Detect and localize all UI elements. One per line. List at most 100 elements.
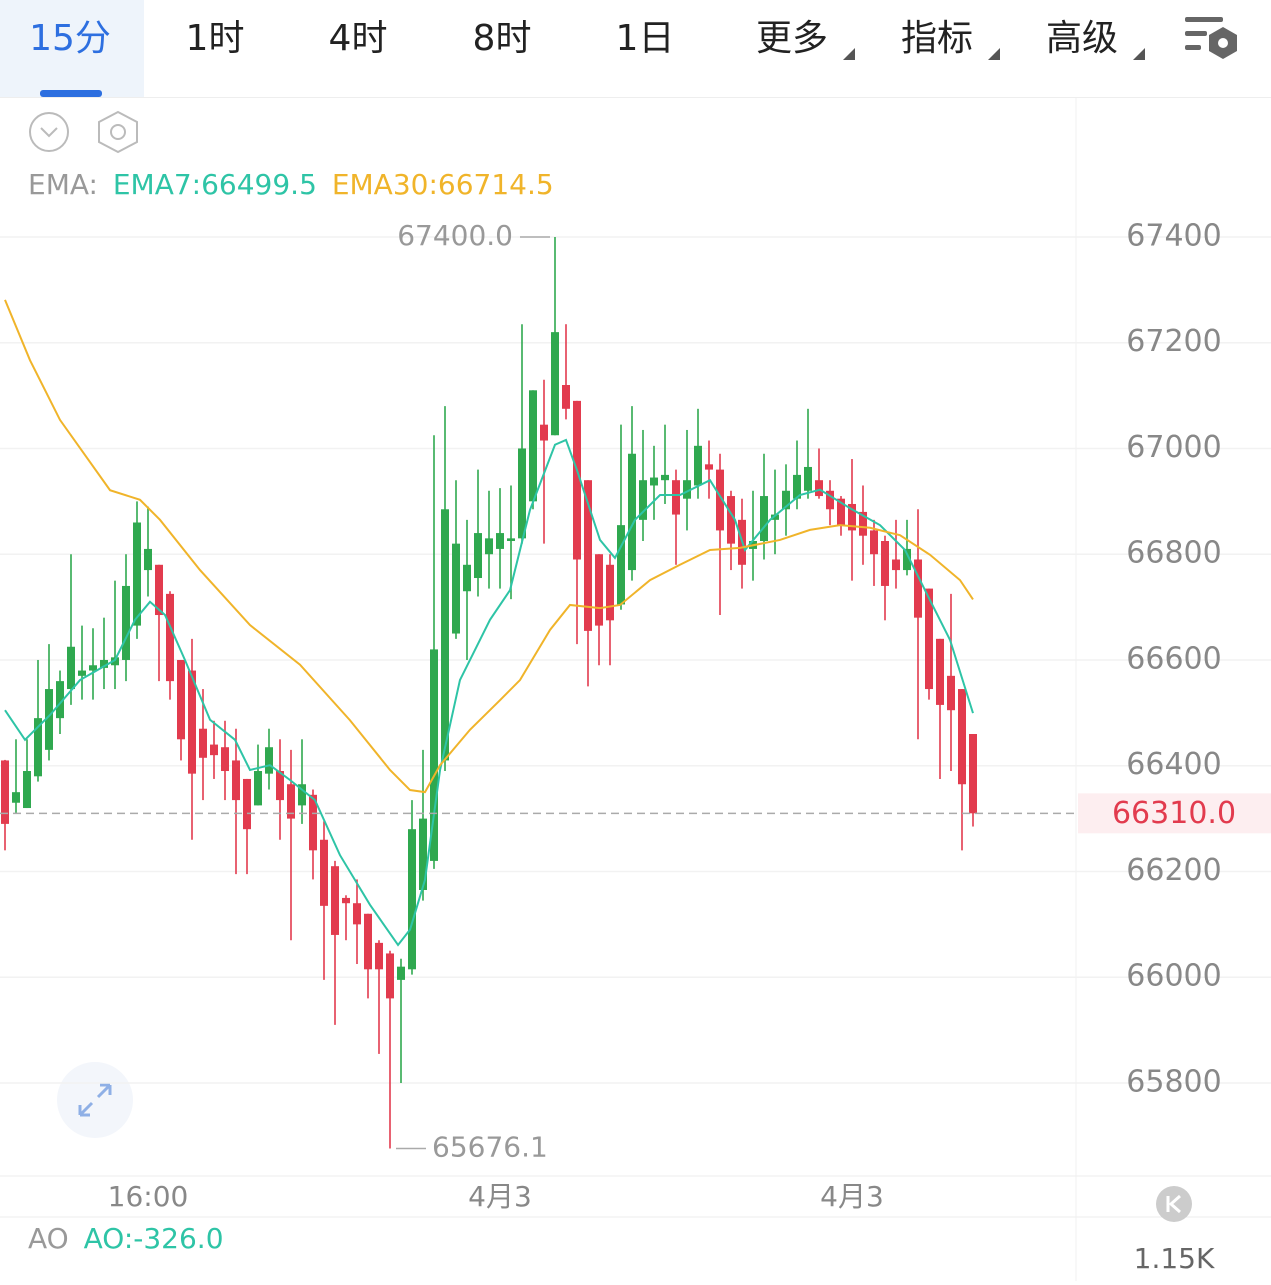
candle-body (782, 490, 790, 510)
sub-indicator-value: AO:-326.0 (84, 1222, 224, 1255)
candle-body (342, 897, 350, 904)
settings-icon[interactable] (1185, 17, 1237, 59)
tab[interactable]: 4时 (329, 18, 388, 59)
expand-button[interactable] (57, 1062, 133, 1138)
annotation: 67400.0 (397, 219, 513, 252)
candle-body (958, 689, 966, 785)
grid: 65800 66000 66200 66400 66600 66800 67000 67200… (0, 218, 1271, 1213)
candle-body (881, 540, 889, 586)
sub-indicator: AO AO:-326.0 (28, 1222, 224, 1255)
candle-body (144, 548, 152, 571)
legend-entry: EMA7:66499.5 (113, 168, 317, 201)
candle-body (837, 498, 845, 526)
annotation: 65676.1 (432, 1131, 548, 1164)
icon-bar (1185, 45, 1201, 50)
candle-body (430, 649, 438, 861)
y-tick-label: 66400 (1126, 747, 1221, 782)
candle-body (606, 564, 614, 621)
candle-body (969, 734, 977, 814)
candle-body (815, 480, 823, 497)
candle-body (221, 747, 229, 772)
candle-body (89, 665, 97, 671)
candle-body (188, 670, 196, 774)
candle-body (243, 778, 251, 830)
candle-body (441, 509, 449, 761)
candle-body (826, 490, 834, 510)
candle-body (892, 559, 900, 571)
y-tick-label: 66600 (1126, 641, 1221, 676)
plot: 67400.0 65676.1 66310.0 (0, 219, 1271, 1164)
candle-body (540, 424, 548, 441)
expand-arrows (78, 1083, 112, 1117)
candle-body (771, 514, 779, 520)
ema-line (4, 299, 974, 794)
candle-body (617, 525, 625, 605)
candle-body (331, 866, 339, 935)
settings-hex[interactable] (98, 110, 138, 154)
y-tick-label: 67200 (1126, 324, 1221, 359)
candle-body (793, 474, 801, 499)
y-tick-label: 66800 (1126, 536, 1221, 571)
candle-body (551, 332, 559, 436)
active-tab-bg (0, 0, 144, 97)
menu[interactable]: 更多 (756, 18, 828, 59)
menu-arrows (843, 48, 1145, 60)
candle-body (408, 829, 416, 970)
icon-bar (1185, 17, 1223, 22)
y-tick-label: 66200 (1126, 853, 1221, 888)
k-button[interactable] (1156, 1186, 1192, 1222)
menu[interactable]: 指标 (901, 18, 973, 59)
last-price-bg (1078, 793, 1271, 834)
candle-body (474, 533, 482, 579)
candle-body (111, 657, 119, 666)
candle-body (133, 522, 141, 626)
tab[interactable]: 15分 (29, 18, 111, 59)
candle-body (56, 681, 64, 719)
y-tick-label: 67000 (1126, 430, 1221, 465)
candle-body (298, 784, 306, 806)
candle-body (364, 913, 372, 970)
candle-body (34, 718, 42, 777)
candle-body (595, 554, 603, 626)
candle-body (705, 464, 713, 470)
candle-body (353, 903, 361, 925)
candle-body (529, 390, 537, 502)
tab[interactable]: 8时 (473, 18, 532, 59)
candle-body (287, 784, 295, 819)
candle-body (210, 744, 218, 756)
candle-body (562, 385, 570, 409)
y-tick-label: 66000 (1126, 959, 1221, 994)
candle-body (12, 792, 20, 803)
collapse-icon[interactable] (29, 112, 69, 152)
candle-body (375, 942, 383, 970)
candle-body (1, 760, 9, 824)
candle-body (947, 675, 955, 711)
candle-body (870, 530, 878, 555)
x-tick-label: 16:00 (108, 1180, 189, 1213)
tab[interactable]: 1日 (616, 18, 675, 59)
candle-body (45, 689, 53, 750)
candle-body (177, 659, 185, 740)
candle-body (760, 496, 768, 541)
menu[interactable]: 高级 (1046, 18, 1118, 59)
tab[interactable]: 1时 (186, 18, 245, 59)
candle-body (848, 503, 856, 531)
sub-axis-label: 1.15K (1134, 1242, 1215, 1275)
candle-body (100, 659, 108, 668)
candle-body (650, 477, 658, 486)
candle-body (496, 533, 504, 549)
candle-body (639, 480, 647, 520)
ema-line (4, 438, 974, 947)
candle-body (903, 548, 911, 571)
collapse-chevron (40, 127, 58, 138)
candle-body (276, 771, 284, 801)
candle-body (518, 448, 526, 539)
candle-body (320, 839, 328, 906)
candle-body (584, 480, 592, 631)
candle-body (683, 480, 691, 499)
candle-body (419, 818, 427, 890)
candle-body (265, 747, 273, 774)
x-tick-label: 4月3 (468, 1180, 532, 1213)
candle-body (485, 538, 493, 555)
indicator-label: EMA: (28, 168, 98, 201)
